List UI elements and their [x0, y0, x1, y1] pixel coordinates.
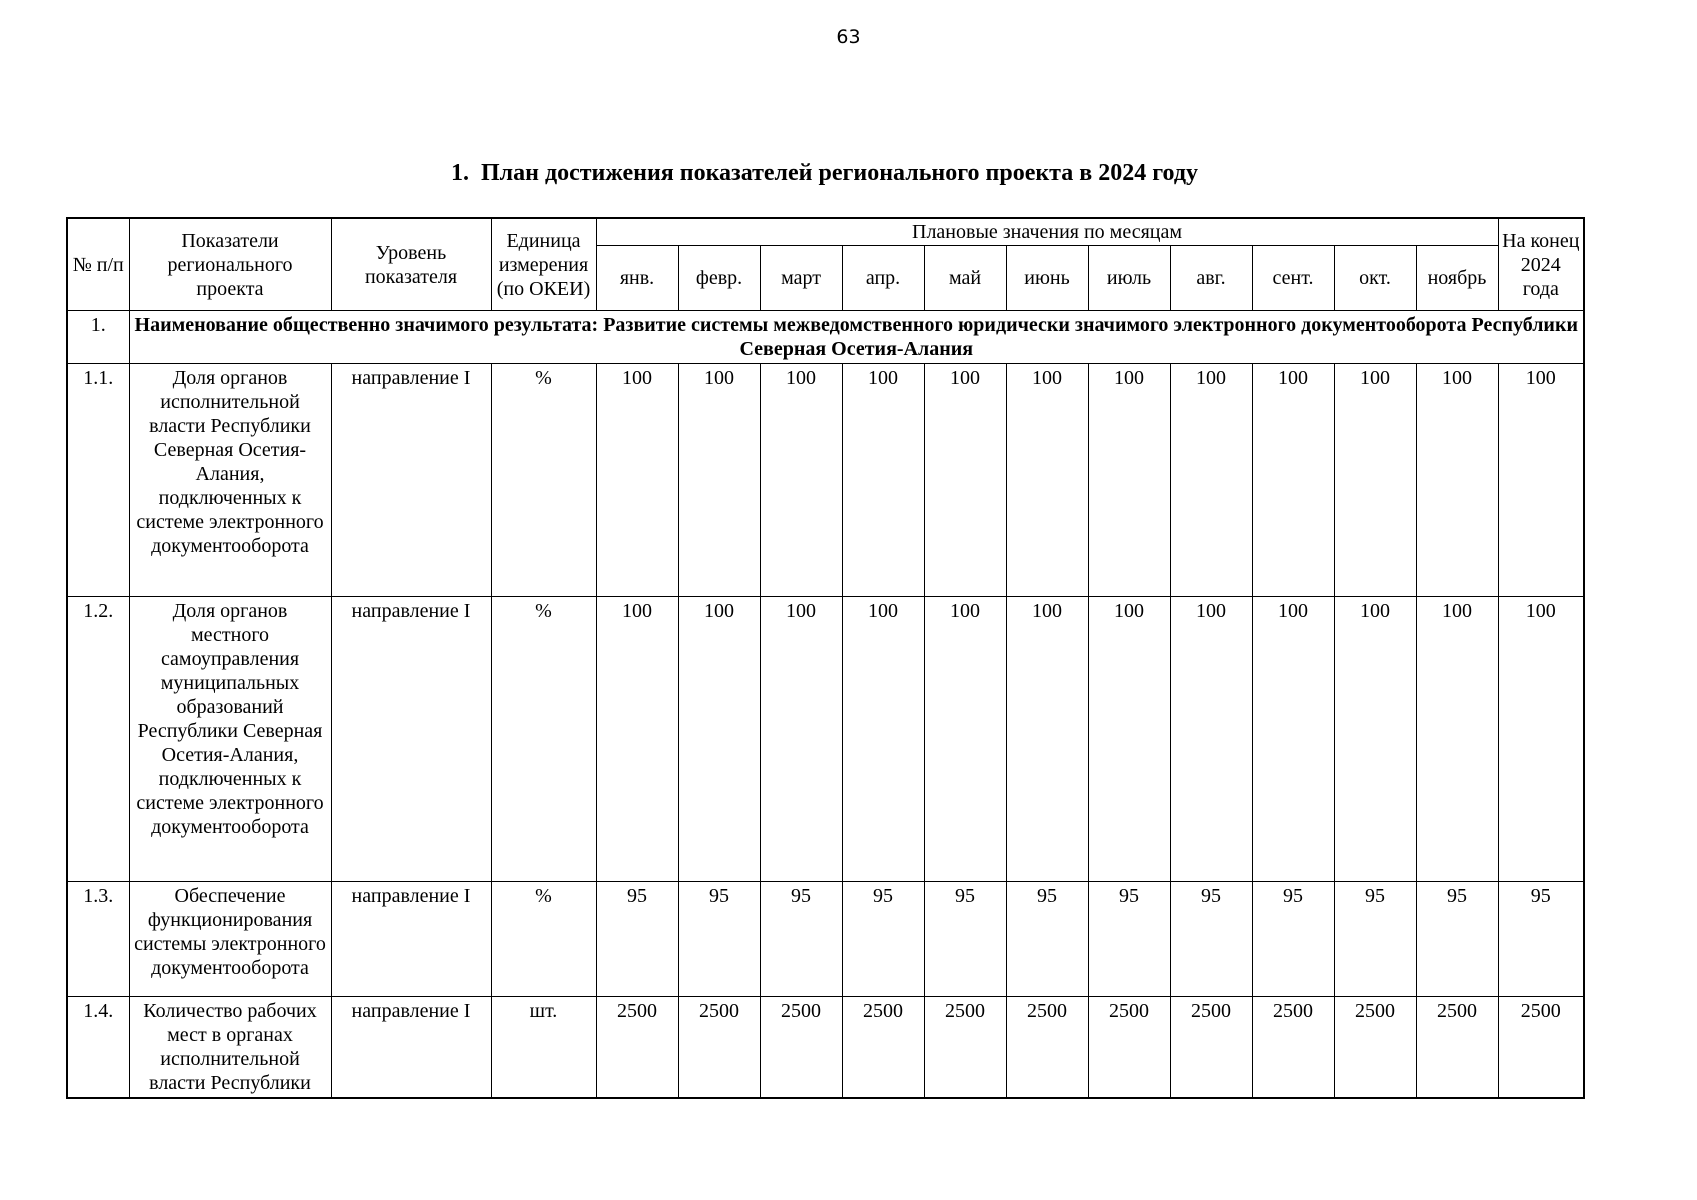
- monthly-value-cell: 95: [1333, 881, 1417, 997]
- row-number: 1.: [66, 310, 130, 364]
- row-number: 1.4.: [66, 996, 130, 1099]
- page-number: 63: [836, 26, 861, 48]
- col-header-month: окт.: [1333, 245, 1417, 311]
- indicator-row: 1.2. Доля органов местного самоуправления…: [66, 596, 1585, 882]
- year-end-value-cell: 95: [1497, 881, 1585, 997]
- col-header-month: июль: [1087, 245, 1171, 311]
- monthly-value-cell: 100: [595, 363, 679, 597]
- monthly-value-cell: 100: [1005, 363, 1089, 597]
- monthly-value-cell: 95: [841, 881, 925, 997]
- monthly-value-cell: 95: [759, 881, 843, 997]
- col-header-unit: Единица измерения (по ОКЕИ): [490, 217, 597, 311]
- monthly-value-cell: 2500: [1005, 996, 1089, 1099]
- monthly-value-cell: 100: [1169, 363, 1253, 597]
- monthly-value-cell: 100: [1169, 596, 1253, 882]
- monthly-value-cell: 2500: [677, 996, 761, 1099]
- col-header-level: Уровень показателя: [330, 217, 492, 311]
- result-name-cell: Наименование общественно значимого резул…: [128, 310, 1585, 364]
- monthly-value-cell: 100: [759, 363, 843, 597]
- indicator-row: 1.1. Доля органов исполнительной власти Р…: [66, 363, 1585, 597]
- col-header-month: ноябрь: [1415, 245, 1499, 311]
- indicator-name-cell: Количество рабочих мест в органах исполн…: [128, 996, 332, 1099]
- row-number: 1.1.: [66, 363, 130, 597]
- monthly-value-cell: 100: [841, 596, 925, 882]
- monthly-value-cell: 2500: [841, 996, 925, 1099]
- monthly-value-cell: 2500: [1169, 996, 1253, 1099]
- monthly-value-cell: 100: [1333, 363, 1417, 597]
- col-header-month: февр.: [677, 245, 761, 311]
- unit-cell: %: [490, 596, 597, 882]
- monthly-value-cell: 2500: [1251, 996, 1335, 1099]
- monthly-value-cell: 2500: [595, 996, 679, 1099]
- col-header-month: март: [759, 245, 843, 311]
- monthly-value-cell: 95: [677, 881, 761, 997]
- col-header-month: янв.: [595, 245, 679, 311]
- result-row: 1. Наименование общественно значимого ре…: [66, 310, 1585, 364]
- col-header-month: сент.: [1251, 245, 1335, 311]
- unit-cell: %: [490, 363, 597, 597]
- monthly-value-cell: 100: [923, 596, 1007, 882]
- monthly-value-cell: 100: [677, 596, 761, 882]
- monthly-value-cell: 100: [1415, 363, 1499, 597]
- indicator-name-cell: Обеспечение функционирования системы эле…: [128, 881, 332, 997]
- year-end-value-cell: 100: [1497, 363, 1585, 597]
- unit-cell: шт.: [490, 996, 597, 1099]
- monthly-value-cell: 100: [1333, 596, 1417, 882]
- monthly-value-cell: 100: [1087, 363, 1171, 597]
- monthly-value-cell: 100: [1251, 363, 1335, 597]
- level-cell: направление I: [330, 881, 492, 997]
- indicator-row: 1.3. Обеспечение функционирования системы…: [66, 881, 1585, 997]
- col-header-num: № п/п: [66, 217, 130, 311]
- monthly-value-cell: 2500: [923, 996, 1007, 1099]
- monthly-value-cell: 100: [759, 596, 843, 882]
- year-end-value-cell: 100: [1497, 596, 1585, 882]
- col-header-month: апр.: [841, 245, 925, 311]
- monthly-value-cell: 100: [1251, 596, 1335, 882]
- monthly-value-cell: 95: [1415, 881, 1499, 997]
- col-header-month: май: [923, 245, 1007, 311]
- monthly-value-cell: 100: [677, 363, 761, 597]
- monthly-value-cell: 100: [595, 596, 679, 882]
- indicator-row: 1.4. Количество рабочих мест в органах ис…: [66, 996, 1585, 1099]
- indicator-name-cell: Доля органов исполнительной власти Респу…: [128, 363, 332, 597]
- row-number: 1.2.: [66, 596, 130, 882]
- col-header-year-end: На конец 2024 года: [1497, 217, 1585, 311]
- section-title: 1. План достижения показателей региональ…: [451, 160, 1198, 186]
- col-header-month: авг.: [1169, 245, 1253, 311]
- monthly-value-cell: 95: [1087, 881, 1171, 997]
- level-cell: направление I: [330, 363, 492, 597]
- col-header-indicator: Показатели регионального проекта: [128, 217, 332, 311]
- month-header-row: янв. февр. март апр. май июнь июль авг. сент. окт…: [67, 245, 1584, 311]
- monthly-value-cell: 2500: [1087, 996, 1171, 1099]
- monthly-value-cell: 2500: [759, 996, 843, 1099]
- monthly-value-cell: 100: [923, 363, 1007, 597]
- monthly-value-cell: 95: [595, 881, 679, 997]
- monthly-value-cell: 100: [1087, 596, 1171, 882]
- indicator-name-cell: Доля органов местного самоуправления мун…: [128, 596, 332, 882]
- monthly-value-cell: 100: [841, 363, 925, 597]
- monthly-value-cell: 95: [1251, 881, 1335, 997]
- unit-cell: %: [490, 881, 597, 997]
- monthly-value-cell: 2500: [1333, 996, 1417, 1099]
- level-cell: направление I: [330, 996, 492, 1099]
- monthly-value-cell: 100: [1005, 596, 1089, 882]
- level-cell: направление I: [330, 596, 492, 882]
- col-header-month: июнь: [1005, 245, 1089, 311]
- monthly-value-cell: 2500: [1415, 996, 1499, 1099]
- indicators-plan-table: № п/п Показатели регионального проекта У…: [66, 217, 1586, 1099]
- monthly-value-cell: 95: [923, 881, 1007, 997]
- monthly-value-cell: 100: [1415, 596, 1499, 882]
- row-number: 1.3.: [66, 881, 130, 997]
- year-end-value-cell: 2500: [1497, 996, 1585, 1099]
- col-header-monthly-group: Плановые значения по месяцам: [595, 217, 1499, 246]
- monthly-value-cell: 95: [1169, 881, 1253, 997]
- monthly-value-cell: 95: [1005, 881, 1089, 997]
